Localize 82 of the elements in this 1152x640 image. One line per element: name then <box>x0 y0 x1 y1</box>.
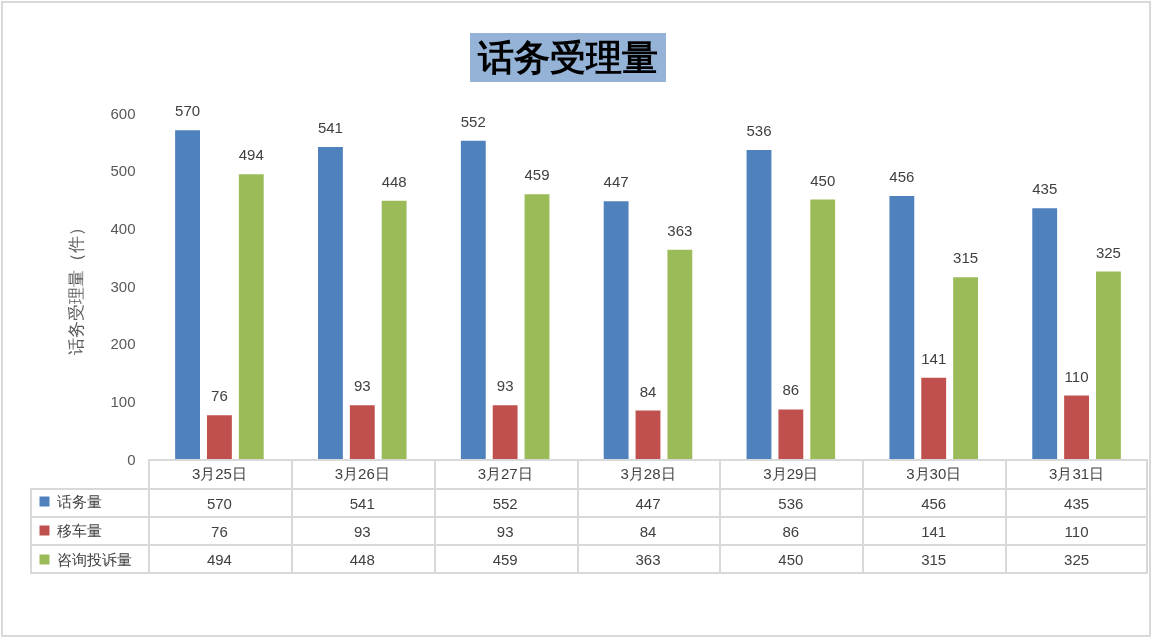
y-axis-title: 话务受理量（件） <box>67 218 87 355</box>
text: 459 <box>492 550 518 568</box>
text: 93 <box>353 522 371 540</box>
data-label: 76 <box>211 387 228 405</box>
data-label: 93 <box>353 377 371 395</box>
bar <box>603 201 629 459</box>
y-tick-label: 100 <box>110 392 136 410</box>
data-label: 552 <box>460 112 486 130</box>
x-tick-label: 3月29日 <box>763 465 819 482</box>
data-label: 450 <box>810 171 836 189</box>
data-label: 447 <box>603 173 629 191</box>
text: 435 <box>1064 494 1090 512</box>
x-tick-label: 3月25日 <box>191 465 247 482</box>
y-tick-label: 500 <box>110 162 136 180</box>
text: 570 <box>206 494 232 512</box>
data-label: 536 <box>746 121 772 139</box>
text: 325 <box>1064 550 1090 568</box>
bar <box>746 149 772 459</box>
bar <box>175 130 200 459</box>
data-label: 110 <box>1064 367 1089 385</box>
text: 456 <box>921 494 947 512</box>
bar <box>889 196 915 459</box>
text: 141 <box>921 522 947 540</box>
text: 552 <box>492 494 518 512</box>
bar <box>381 200 407 459</box>
data-label: 435 <box>1032 180 1058 198</box>
data-label: 448 <box>381 172 407 190</box>
text: 541 <box>349 494 375 512</box>
bar <box>1032 208 1058 459</box>
bar <box>778 409 804 459</box>
data-label: 494 <box>238 146 264 164</box>
text: 86 <box>782 522 800 540</box>
x-tick-label: 3月27日 <box>477 465 533 482</box>
data-label: 84 <box>639 382 657 400</box>
data-label: 325 <box>1095 243 1121 261</box>
text: 76 <box>211 522 228 540</box>
y-tick-label: 400 <box>110 219 136 237</box>
data-label: 459 <box>524 166 550 184</box>
text: 110 <box>1064 522 1089 540</box>
data-label: 363 <box>667 221 693 239</box>
text: 494 <box>206 550 232 568</box>
bar <box>524 194 550 459</box>
bar <box>318 147 343 459</box>
data-label: 141 <box>921 349 947 367</box>
data-label: 570 <box>175 102 201 120</box>
bar <box>1096 271 1121 459</box>
legend-label: 咨询投诉量 <box>57 550 132 568</box>
data-label: 93 <box>496 377 514 395</box>
bar <box>667 249 693 459</box>
bar <box>953 277 978 459</box>
bar <box>921 377 947 459</box>
bar <box>460 140 486 459</box>
text: 363 <box>635 550 661 568</box>
chart-title: 话务受理量 <box>470 33 666 82</box>
bar <box>492 405 518 459</box>
text: 93 <box>496 522 514 540</box>
text: 536 <box>778 494 804 512</box>
x-tick-label: 3月30日 <box>906 465 962 482</box>
x-tick-label: 3月31日 <box>1049 465 1105 482</box>
bar <box>635 410 661 459</box>
text: 450 <box>778 550 804 568</box>
y-tick-label: 300 <box>110 277 136 295</box>
bar <box>207 415 232 459</box>
data-label: 541 <box>317 119 343 137</box>
y-tick-label: 0 <box>127 450 136 468</box>
bar <box>1064 395 1089 459</box>
text: 447 <box>635 494 661 512</box>
text: 315 <box>921 550 947 568</box>
bar <box>349 405 375 459</box>
legend-label: 移车量 <box>57 521 102 539</box>
text: 84 <box>639 522 657 540</box>
bar <box>238 174 264 459</box>
data-label: 86 <box>782 381 800 399</box>
data-label: 456 <box>889 168 915 186</box>
y-tick-label: 600 <box>110 104 136 122</box>
legend-label: 话务量 <box>57 492 102 510</box>
text: 448 <box>349 550 375 568</box>
data-label: 315 <box>953 249 979 267</box>
y-tick-label: 200 <box>110 335 136 353</box>
x-tick-label: 3月26日 <box>334 465 390 482</box>
x-tick-label: 3月28日 <box>620 465 676 482</box>
bar <box>810 199 836 459</box>
